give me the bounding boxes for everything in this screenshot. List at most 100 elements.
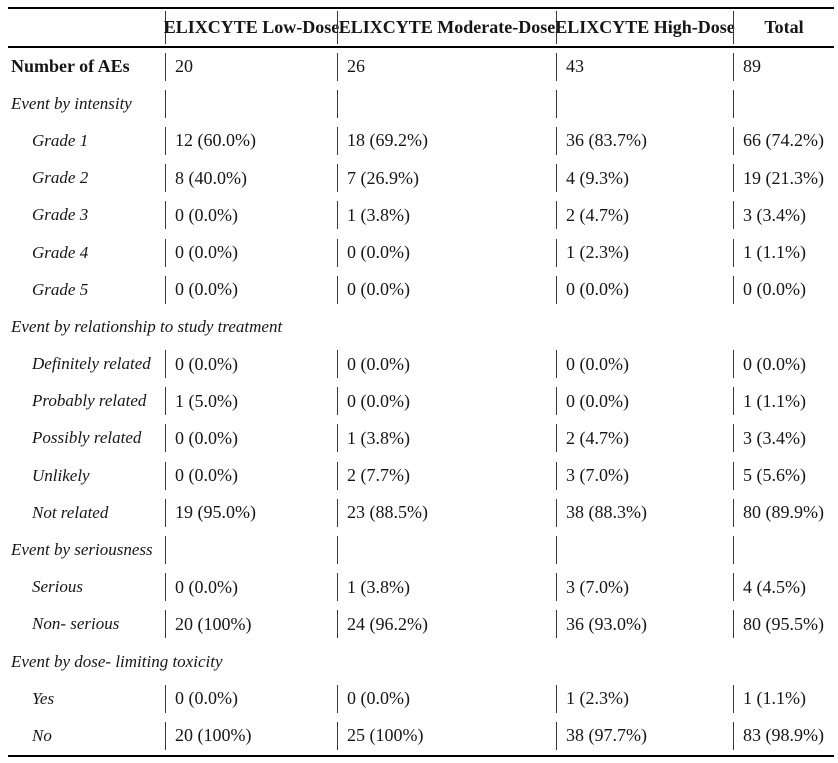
column-header-high-dose: ELIXCYTE High-Dose [555,11,735,44]
row-label: Possibly related [32,428,142,448]
table-row: Yes 0 (0.0%) 0 (0.0%) 1 (2.3%) 1 (1.1%) [8,680,834,717]
table-row: Non- serious 20 (100%) 24 (96.2%) 36 (93.0%… [8,606,834,643]
row-label: Serious [32,577,83,597]
row-label: Event by intensity [11,93,132,113]
data-cell: 0 (0.0%) [337,238,556,267]
data-cell: 80 (89.9%) [733,498,834,527]
data-cell: 0 (0.0%) [165,350,337,379]
data-cell: 5 (5.6%) [733,461,834,490]
data-cell: 19 (21.3%) [733,164,834,193]
data-cell [165,89,337,118]
data-cell: 25 (100%) [337,721,556,750]
data-cell [733,89,834,118]
row-label: Not related [32,502,109,522]
table-row: Event by seriousness [8,531,834,568]
data-cell: 2 (7.7%) [337,461,556,490]
data-cell [337,89,556,118]
row-label: Grade 3 [32,205,89,225]
table-header-row: ELIXCYTE Low-Dose ELIXCYTE Moderate-Dose… [8,9,834,46]
data-cell: 0 (0.0%) [337,350,556,379]
data-cell: 24 (96.2%) [337,610,556,639]
table-row: Event by intensity [8,85,834,122]
column-header-low-dose: ELIXCYTE Low-Dose [164,11,339,44]
row-label: Event by relationship to study treatment [11,316,283,336]
data-cell: 3 (3.4%) [733,424,834,453]
data-cell: 1 (3.8%) [337,424,556,453]
row-label: No [32,725,52,745]
data-cell: 38 (97.7%) [556,721,733,750]
data-cell [337,536,556,565]
header-divider-rule [8,46,834,48]
table-row: Grade 3 0 (0.0%) 1 (3.8%) 2 (4.7%) 3 (3.4%) [8,197,834,234]
data-cell: 0 (0.0%) [165,424,337,453]
row-label: Number of AEs [11,56,130,77]
data-cell: 0 (0.0%) [165,275,337,304]
row-label: Probably related [32,391,147,411]
table-row: Serious 0 (0.0%) 1 (3.8%) 3 (7.0%) 4 (4.5%) [8,569,834,606]
data-cell: 12 (60.0%) [165,126,337,155]
data-cell: 0 (0.0%) [733,350,834,379]
data-cell: 0 (0.0%) [337,275,556,304]
data-cell: 23 (88.5%) [337,498,556,527]
data-cell: 1 (3.8%) [337,573,556,602]
row-label: Event by seriousness [11,540,153,560]
column-header-empty [8,11,165,44]
row-label: Definitely related [32,354,151,374]
data-cell: 1 (3.8%) [337,201,556,230]
data-cell: 0 (0.0%) [165,684,337,713]
data-cell: 1 (1.1%) [733,238,834,267]
data-cell: 8 (40.0%) [165,164,337,193]
data-cell: 0 (0.0%) [165,573,337,602]
row-label: Yes [32,688,55,708]
row-label: Grade 4 [32,242,89,262]
data-cell: 0 (0.0%) [165,461,337,490]
table-row: Definitely related 0 (0.0%) 0 (0.0%) 0 (0.0… [8,346,834,383]
table-row: Grade 2 8 (40.0%) 7 (26.9%) 4 (9.3%) 19 (21.… [8,160,834,197]
data-cell: 3 (7.0%) [556,461,733,490]
table-body: Number of AEs 20 26 43 89 Event by intensity G… [8,48,834,755]
adverse-events-table: ELIXCYTE Low-Dose ELIXCYTE Moderate-Dose… [8,7,834,757]
data-cell [733,536,834,565]
data-cell: 4 (9.3%) [556,164,733,193]
data-cell: 3 (3.4%) [733,201,834,230]
data-cell: 3 (7.0%) [556,573,733,602]
data-cell: 89 [733,52,834,81]
table-row: Not related 19 (95.0%) 23 (88.5%) 38 (88.3%… [8,494,834,531]
table-row: Unlikely 0 (0.0%) 2 (7.7%) 3 (7.0%) 5 (5.6%) [8,457,834,494]
data-cell [556,89,733,118]
data-cell: 4 (4.5%) [733,573,834,602]
data-cell: 66 (74.2%) [733,126,834,155]
data-cell: 0 (0.0%) [556,387,733,416]
data-cell: 1 (2.3%) [556,684,733,713]
table-row: No 20 (100%) 25 (100%) 38 (97.7%) 83 (98.9%) [8,717,834,754]
data-cell: 43 [556,52,733,81]
data-cell: 18 (69.2%) [337,126,556,155]
row-label: Non- serious [32,614,120,634]
data-cell: 1 (1.1%) [733,684,834,713]
data-cell: 0 (0.0%) [556,350,733,379]
table-row: Event by dose- limiting toxicity [8,643,834,680]
table-row: Possibly related 0 (0.0%) 1 (3.8%) 2 (4.7%)… [8,420,834,457]
data-cell: 0 (0.0%) [165,201,337,230]
data-cell [165,536,337,565]
data-cell [556,536,733,565]
data-cell: 20 (100%) [165,610,337,639]
row-label: Grade 2 [32,168,89,188]
row-label: Grade 5 [32,279,89,299]
column-header-total: Total [733,11,834,44]
data-cell: 0 (0.0%) [337,684,556,713]
data-cell: 7 (26.9%) [337,164,556,193]
table-row: Number of AEs 20 26 43 89 [8,48,834,85]
data-cell: 36 (83.7%) [556,126,733,155]
data-cell: 38 (88.3%) [556,498,733,527]
data-cell: 1 (5.0%) [165,387,337,416]
table-row: Grade 1 12 (60.0%) 18 (69.2%) 36 (83.7%) 66 … [8,122,834,159]
row-label: Event by dose- limiting toxicity [11,651,223,671]
data-cell: 19 (95.0%) [165,498,337,527]
data-cell: 0 (0.0%) [733,275,834,304]
data-cell: 2 (4.7%) [556,201,733,230]
data-cell: 1 (2.3%) [556,238,733,267]
table-row: Event by relationship to study treatment [8,308,834,345]
data-cell: 83 (98.9%) [733,721,834,750]
